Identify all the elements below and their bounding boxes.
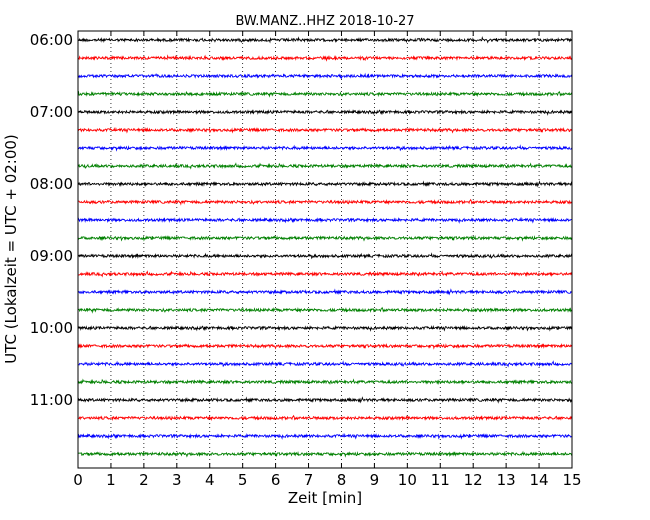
trace-0715 bbox=[77, 126, 573, 134]
x-tick-label-7: 7 bbox=[304, 471, 314, 489]
trace-0700 bbox=[77, 109, 573, 116]
trace-0615 bbox=[77, 54, 573, 62]
trace-1000 bbox=[77, 325, 573, 332]
trace-1130 bbox=[77, 433, 573, 440]
trace-0815 bbox=[77, 198, 573, 206]
x-tick-label-10: 10 bbox=[398, 471, 417, 489]
plot-frame bbox=[77, 30, 573, 469]
trace-0630 bbox=[77, 72, 573, 80]
y-axis-label: UTC (Lokalzeit = UTC + 02:00) bbox=[2, 134, 20, 364]
x-tick-label-8: 8 bbox=[337, 471, 347, 489]
x-axis-ticks: 0 1 2 3 4 5 6 7 8 9 10 11 12 13 14 15 bbox=[73, 31, 582, 489]
trace-0930 bbox=[77, 288, 573, 296]
trace-0645 bbox=[77, 90, 573, 98]
x-tick-label-6: 6 bbox=[271, 471, 281, 489]
trace-1030 bbox=[77, 360, 573, 368]
y-tick-label-2: 08:00 bbox=[30, 175, 73, 193]
x-tick-label-3: 3 bbox=[172, 471, 182, 489]
x-tick-label-1: 1 bbox=[106, 471, 116, 489]
y-tick-label-3: 09:00 bbox=[30, 247, 73, 265]
trace-1015 bbox=[77, 342, 573, 350]
trace-0800 bbox=[77, 180, 573, 188]
y-tick-label-4: 10:00 bbox=[30, 319, 73, 337]
y-axis-ticks: 06:00 07:00 08:00 09:00 10:00 11:00 bbox=[30, 31, 572, 409]
chart-title: BW.MANZ..HHZ 2018-10-27 bbox=[235, 14, 414, 29]
trace-1115 bbox=[77, 414, 573, 422]
trace-0830 bbox=[77, 217, 572, 224]
x-tick-label-5: 5 bbox=[238, 471, 248, 489]
x-tick-label-9: 9 bbox=[370, 471, 380, 489]
x-tick-label-13: 13 bbox=[497, 471, 516, 489]
x-tick-label-15: 15 bbox=[562, 471, 581, 489]
vertical-grid bbox=[110, 31, 540, 468]
trace-1045 bbox=[77, 378, 573, 385]
x-tick-label-11: 11 bbox=[431, 471, 450, 489]
trace-1100 bbox=[77, 396, 572, 404]
trace-0745 bbox=[77, 162, 573, 170]
trace-1145 bbox=[77, 450, 573, 458]
x-tick-label-2: 2 bbox=[139, 471, 149, 489]
x-tick-label-4: 4 bbox=[205, 471, 215, 489]
trace-0730 bbox=[77, 144, 573, 152]
x-tick-label-0: 0 bbox=[73, 471, 83, 489]
y-tick-label-5: 11:00 bbox=[30, 391, 73, 409]
trace-0845 bbox=[77, 234, 573, 242]
trace-0915 bbox=[77, 270, 573, 278]
trace-0600 bbox=[77, 36, 573, 44]
trace-0900 bbox=[77, 252, 573, 260]
trace-0945 bbox=[77, 306, 573, 314]
x-tick-label-14: 14 bbox=[530, 471, 549, 489]
y-tick-label-1: 07:00 bbox=[30, 103, 73, 121]
x-axis-label: Zeit [min] bbox=[288, 489, 362, 507]
seismic-traces bbox=[77, 36, 573, 458]
x-tick-label-12: 12 bbox=[464, 471, 483, 489]
y-tick-label-0: 06:00 bbox=[30, 31, 73, 49]
